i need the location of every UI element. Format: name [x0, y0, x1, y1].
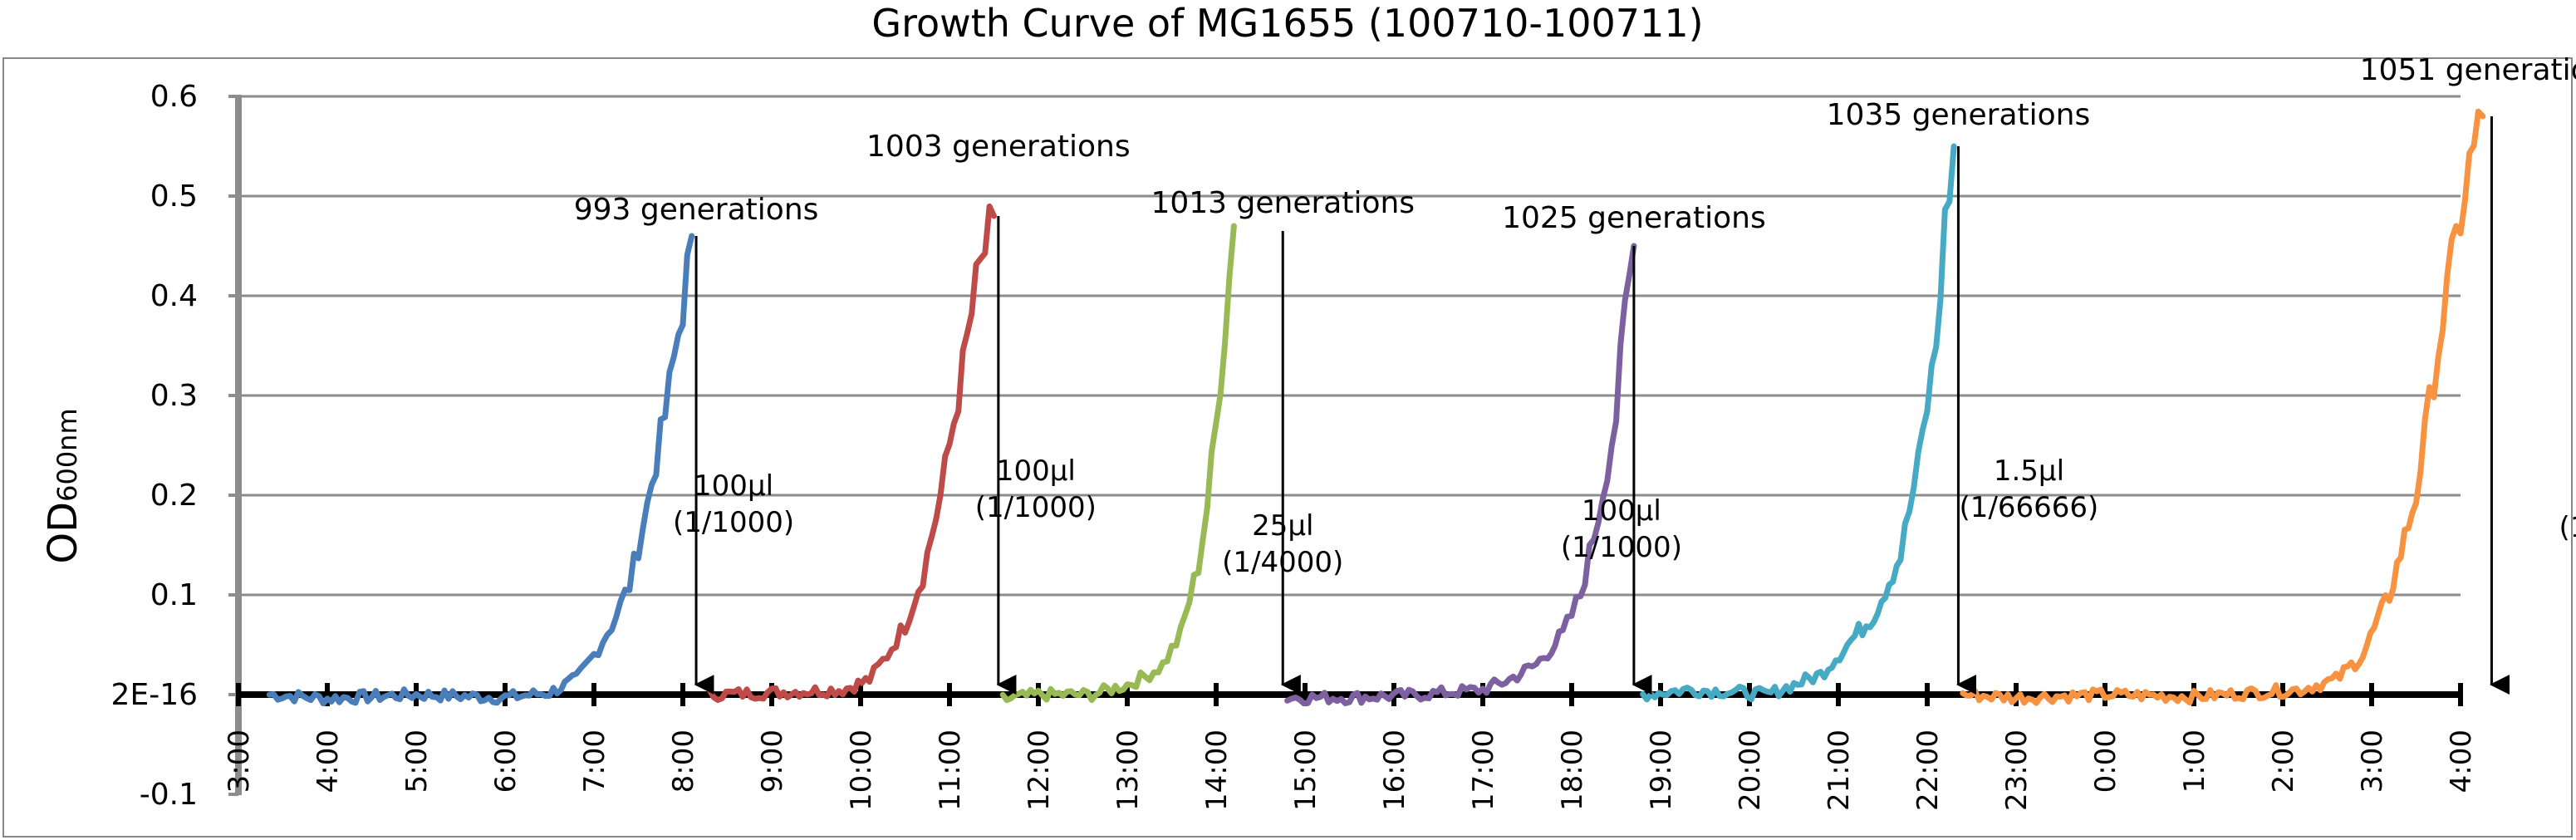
x-tick-label: 2:00: [2267, 729, 2300, 793]
series-line: [1284, 243, 1637, 707]
generation-label: 1013 generations: [1151, 186, 1415, 220]
plot-border: [2, 57, 2573, 838]
series-lines: [266, 108, 2486, 707]
generation-label: 1051 generations: [2360, 53, 2576, 87]
series-line: [266, 233, 695, 707]
x-tick-label: 8:00: [667, 729, 700, 793]
y-axis-label-sub: 600nm: [52, 408, 83, 502]
x-tick-label: 5:00: [400, 729, 434, 793]
series-line: [1960, 108, 2486, 706]
y-tick-label: 0.2: [150, 479, 198, 513]
x-tick-label: 4:00: [2445, 729, 2478, 793]
series-line: [1640, 143, 1957, 703]
x-tick-label: 10:00: [845, 729, 878, 811]
x-tick-label: 16:00: [1378, 729, 1411, 811]
generation-label: 993 generations: [574, 193, 819, 227]
y-tick-label: 0.6: [150, 80, 198, 114]
x-tick-label: 1:00: [2178, 729, 2211, 793]
generation-label: 1035 generations: [1827, 98, 2091, 132]
x-tick-label: 19:00: [1645, 729, 1678, 811]
series-line: [999, 223, 1237, 704]
x-tick-label: 3:00: [2356, 729, 2389, 793]
volume-label: 100μl: [694, 469, 773, 503]
volume-label: 100μl: [1582, 494, 1661, 528]
y-axis-label: OD600nm: [40, 408, 86, 563]
dilution-label: (1/1000): [975, 491, 1097, 524]
dilution-label: (1/1000): [673, 506, 794, 539]
x-tick-label: 22:00: [1911, 729, 1945, 811]
volume-label: 1.5μl: [1994, 454, 2064, 488]
dilution-label: (1/33333): [2559, 511, 2576, 544]
x-tick-label: 3:00: [223, 729, 256, 793]
dilution-label: (1/1000): [1561, 531, 1682, 564]
x-tick-label: 17:00: [1467, 729, 1500, 811]
dilution-label: (1/4000): [1222, 546, 1343, 579]
chart-title: Growth Curve of MG1655 (100710-100711): [871, 1, 1703, 46]
y-tick-label: 0.1: [150, 578, 198, 612]
x-tick-label: 4:00: [312, 729, 345, 793]
x-tick-label: 0:00: [2089, 729, 2122, 793]
generation-label: 1025 generations: [1502, 201, 1766, 235]
x-tick-label: 14:00: [1200, 729, 1234, 811]
y-tick-label: 0.4: [150, 279, 198, 313]
volume-label: 25μl: [1252, 509, 1313, 543]
dilution-label: (1/66666): [1960, 491, 2099, 524]
x-tick-label: 12:00: [1023, 729, 1056, 811]
x-tick-label: 21:00: [1823, 729, 1856, 811]
x-tick-label: 15:00: [1289, 729, 1322, 811]
y-tick-label: 0.5: [150, 179, 198, 214]
y-tick-label: 0.3: [150, 379, 198, 413]
x-tick-label: 20:00: [1734, 729, 1767, 811]
x-tick-label: 18:00: [1556, 729, 1589, 811]
series-line: [706, 203, 997, 703]
axes: 0.6 0.5 0.4 0.3 0.2 0.1 2E-16 -0.1 3:00 4:00 5:00 6…: [111, 80, 2478, 812]
volume-label: 100μl: [996, 454, 1076, 488]
x-tick-label: 9:00: [756, 729, 789, 793]
x-tick-label: 7:00: [578, 729, 611, 793]
y-tick-label: -0.1: [140, 778, 198, 812]
y-axis-label-main: OD: [40, 502, 86, 564]
x-tick-label: 11:00: [934, 729, 967, 811]
generation-label: 1003 generations: [866, 130, 1131, 164]
x-tick-label: 23:00: [2000, 729, 2034, 811]
grid-lines: [238, 95, 2461, 597]
y-tick-label: 2E-16: [111, 678, 198, 712]
x-tick-label: 13:00: [1111, 729, 1145, 811]
x-tick-label: 6:00: [489, 729, 523, 793]
